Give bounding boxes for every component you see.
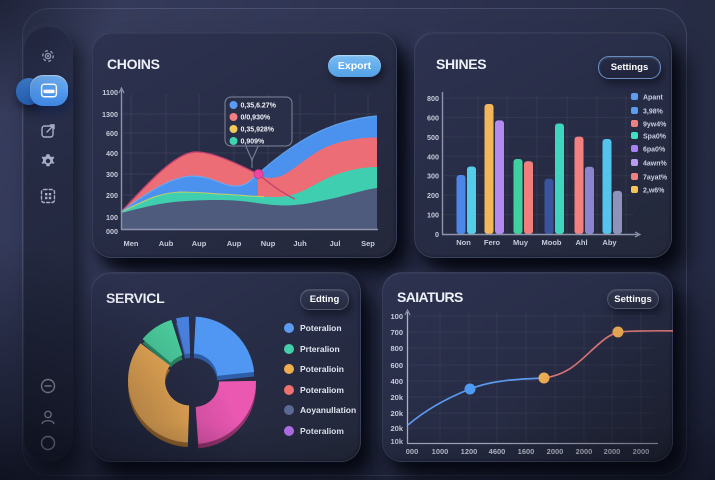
svg-text:400: 400 — [390, 377, 403, 386]
svg-text:20k: 20k — [390, 409, 403, 418]
svg-text:0,35,928%: 0,35,928% — [241, 126, 275, 133]
svg-text:Aup: Aup — [192, 239, 207, 248]
svg-text:100: 100 — [427, 211, 439, 220]
svg-text:7ayat%: 7ayat% — [643, 175, 668, 182]
svg-text:4awn%: 4awn% — [643, 161, 668, 168]
svg-text:10k: 10k — [390, 437, 403, 446]
svg-text:2000: 2000 — [604, 447, 621, 456]
svg-text:Men: Men — [124, 239, 139, 248]
svg-text:Poteralion: Poteralion — [300, 323, 342, 333]
svg-text:Spa0%: Spa0% — [643, 134, 667, 141]
svg-text:Aoyanullation: Aoyanullation — [300, 405, 356, 415]
svg-text:Sep: Sep — [361, 239, 375, 248]
svg-text:Muy: Muy — [513, 238, 529, 247]
svg-text:Apant: Apant — [643, 95, 664, 102]
svg-text:200: 200 — [427, 191, 439, 200]
svg-text:100: 100 — [390, 312, 403, 321]
svg-text:Aby: Aby — [602, 238, 617, 247]
svg-text:Ahl: Ahl — [575, 238, 587, 247]
svg-text:800: 800 — [427, 94, 439, 103]
svg-text:1100: 1100 — [102, 88, 118, 97]
svg-text:300: 300 — [106, 170, 118, 179]
svg-text:2000: 2000 — [633, 447, 650, 456]
svg-text:0,909%: 0,909% — [241, 138, 266, 145]
svg-text:Aup: Aup — [227, 239, 242, 248]
svg-text:400: 400 — [427, 152, 439, 161]
svg-text:100: 100 — [106, 213, 118, 222]
svg-text:Jul: Jul — [330, 239, 341, 248]
svg-text:2,w6%: 2,w6% — [643, 188, 665, 195]
svg-text:3,98%: 3,98% — [643, 109, 664, 116]
svg-text:500: 500 — [427, 133, 439, 142]
svg-text:9yw4%: 9yw4% — [643, 122, 667, 129]
svg-text:Fero: Fero — [484, 238, 501, 247]
svg-text:Poteraliom: Poteraliom — [300, 426, 344, 436]
svg-text:20k: 20k — [390, 424, 403, 433]
svg-text:600: 600 — [390, 361, 403, 370]
svg-text:Non: Non — [456, 238, 471, 247]
svg-text:1200: 1200 — [461, 447, 478, 456]
svg-text:2000: 2000 — [547, 447, 564, 456]
svg-text:20k: 20k — [390, 393, 403, 402]
svg-text:0,35,6.27%: 0,35,6.27% — [241, 102, 277, 109]
svg-text:0: 0 — [435, 230, 439, 239]
svg-text:600: 600 — [106, 129, 118, 138]
svg-text:000: 000 — [106, 227, 118, 236]
svg-text:700: 700 — [390, 328, 403, 337]
svg-text:400: 400 — [106, 149, 118, 158]
svg-text:Aub: Aub — [159, 239, 174, 248]
svg-text:Nup: Nup — [261, 239, 276, 248]
svg-text:2000: 2000 — [576, 447, 593, 456]
svg-text:Poteraliom: Poteraliom — [300, 385, 344, 395]
svg-text:1000: 1000 — [432, 447, 449, 456]
svg-text:Poteralioin: Poteralioin — [300, 364, 344, 374]
svg-text:0/0,930%: 0/0,930% — [241, 114, 271, 121]
svg-text:Moob: Moob — [542, 238, 562, 247]
svg-text:800: 800 — [390, 344, 403, 353]
svg-text:Prteralion: Prteralion — [300, 344, 340, 354]
svg-text:000: 000 — [406, 447, 419, 456]
svg-text:1300: 1300 — [102, 110, 118, 119]
svg-text:600: 600 — [427, 113, 439, 122]
svg-text:200: 200 — [106, 191, 118, 200]
svg-text:6pa0%: 6pa0% — [643, 147, 666, 154]
svg-text:4600: 4600 — [489, 447, 506, 456]
svg-text:1600: 1600 — [518, 447, 535, 456]
svg-text:300: 300 — [427, 172, 439, 181]
svg-text:Juh: Juh — [293, 239, 307, 248]
